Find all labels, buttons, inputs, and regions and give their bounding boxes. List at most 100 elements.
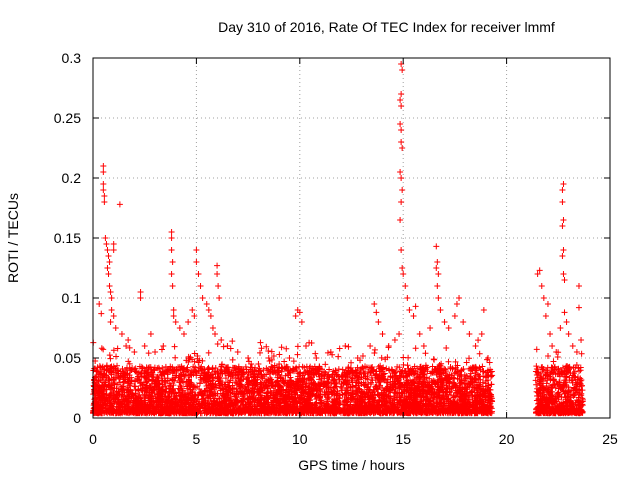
data-point <box>341 379 348 386</box>
data-point <box>344 387 351 394</box>
data-point <box>244 374 251 381</box>
data-point <box>413 410 420 417</box>
data-point <box>178 373 185 380</box>
data-point <box>378 396 385 403</box>
data-point <box>98 386 105 393</box>
data-point <box>233 399 240 406</box>
data-point <box>469 393 476 400</box>
data-point <box>400 354 407 361</box>
data-point <box>479 379 486 386</box>
data-point <box>396 408 403 415</box>
data-point <box>179 392 186 399</box>
data-point <box>207 389 214 396</box>
data-point <box>170 406 177 413</box>
data-point <box>177 385 184 392</box>
data-point <box>270 352 277 359</box>
data-point <box>434 394 441 401</box>
data-point <box>383 396 390 403</box>
data-point <box>321 408 328 415</box>
data-point <box>277 374 284 381</box>
data-point <box>111 394 118 401</box>
data-point <box>405 365 412 372</box>
data-point <box>220 343 227 350</box>
data-point <box>391 378 398 385</box>
data-point <box>299 409 306 416</box>
data-point <box>97 364 104 371</box>
data-point <box>224 391 231 398</box>
data-point <box>142 383 149 390</box>
data-point <box>476 373 483 380</box>
data-point <box>474 406 481 413</box>
data-point <box>296 394 303 401</box>
data-point <box>279 377 286 384</box>
data-point <box>199 395 206 402</box>
data-point <box>334 389 341 396</box>
data-point <box>468 389 475 396</box>
data-point <box>250 374 257 381</box>
data-point <box>480 402 487 409</box>
data-point <box>475 376 482 383</box>
data-point <box>280 410 287 417</box>
data-point <box>144 402 151 409</box>
data-point <box>204 409 211 416</box>
data-point <box>153 404 160 411</box>
data-point <box>290 409 297 416</box>
data-point <box>262 394 269 401</box>
data-point <box>226 401 233 408</box>
data-point <box>337 383 344 390</box>
data-point <box>106 376 113 383</box>
data-point <box>230 390 237 397</box>
data-point <box>442 370 449 377</box>
data-point <box>303 408 310 415</box>
data-point <box>382 391 389 398</box>
data-point <box>201 369 208 376</box>
data-point <box>406 405 413 412</box>
data-point <box>248 361 255 368</box>
data-point <box>403 373 410 380</box>
data-point <box>455 407 462 414</box>
data-point <box>131 378 138 385</box>
data-point <box>278 344 285 351</box>
data-point <box>214 390 221 397</box>
data-point <box>127 367 134 374</box>
data-point <box>462 409 469 416</box>
data-point <box>149 398 156 405</box>
data-point <box>430 390 437 397</box>
data-point <box>323 402 330 409</box>
data-point <box>292 408 299 415</box>
data-point <box>229 338 236 345</box>
data-point <box>218 367 225 374</box>
data-point <box>186 355 193 362</box>
data-point <box>162 363 169 370</box>
data-point <box>155 394 162 401</box>
data-point <box>140 405 147 412</box>
data-point <box>298 377 305 384</box>
data-point <box>417 372 424 379</box>
data-point <box>101 401 108 408</box>
data-point <box>438 360 445 367</box>
data-point <box>166 385 173 392</box>
data-point <box>462 380 469 387</box>
data-point <box>272 392 279 399</box>
data-point <box>280 386 287 393</box>
data-point <box>422 393 429 400</box>
data-point <box>105 377 112 384</box>
data-point <box>127 386 134 393</box>
data-point <box>312 385 319 392</box>
data-point <box>452 393 459 400</box>
data-point <box>103 407 110 414</box>
data-point <box>145 350 152 357</box>
data-point <box>411 377 418 384</box>
data-point <box>293 397 300 404</box>
data-point <box>319 371 326 378</box>
data-point <box>322 391 329 398</box>
data-point <box>361 390 368 397</box>
data-point <box>298 384 305 391</box>
data-point <box>276 409 283 416</box>
data-point <box>266 358 273 365</box>
data-point <box>457 393 464 400</box>
data-point <box>125 358 132 365</box>
data-point <box>449 410 456 417</box>
data-point <box>262 401 269 408</box>
data-point <box>201 378 208 385</box>
